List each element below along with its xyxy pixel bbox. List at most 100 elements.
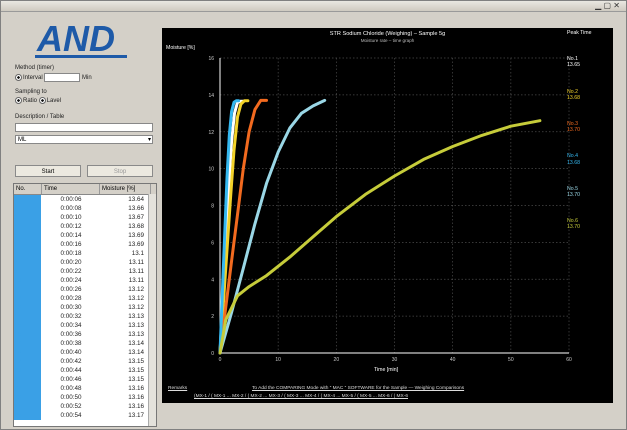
table-row[interactable]: 15 0:00:34 13.13	[14, 321, 156, 330]
legend-item: No.5 13.70	[567, 186, 611, 198]
series-line	[218, 98, 268, 355]
x-tick-label: 20	[334, 357, 340, 363]
legend: Peak Time No.1 13.65 No.2 13.68 No.3 13.70 No.…	[567, 30, 611, 231]
table-row[interactable]: 25 0:00:54 13.17	[14, 411, 156, 420]
results-table: No. Time Moisture [%] 1 0:00:06 13.64 2 0:00…	[13, 183, 157, 427]
row-no: 22	[14, 384, 42, 393]
row-value: 13.67	[128, 214, 144, 221]
table-row[interactable]: 18 0:00:40 13.14	[14, 348, 156, 357]
row-value: 13.69	[128, 241, 144, 248]
table-row[interactable]: 1 0:00:06 13.64	[14, 195, 156, 204]
table-row[interactable]: 16 0:00:36 13.13	[14, 330, 156, 339]
col-no[interactable]: No.	[14, 184, 42, 194]
row-value: 13.14	[128, 340, 144, 347]
stop-button[interactable]: Stop	[87, 165, 153, 177]
row-no: 8	[14, 258, 42, 267]
legend-item: No.6 13.70	[567, 218, 611, 230]
row-time: 0:00:50	[60, 394, 82, 401]
table-row[interactable]: 12 0:00:28 13.12	[14, 294, 156, 303]
table-row[interactable]: 20 0:00:44 13.15	[14, 366, 156, 375]
row-value: 13.16	[128, 385, 144, 392]
table-row[interactable]: 3 0:00:10 13.67	[14, 213, 156, 222]
left-panel: AND Method (timer) Interval Min Sampling…	[9, 17, 157, 427]
description-select[interactable]: ML ▾	[15, 135, 153, 144]
legend-series-name: No.3	[567, 121, 578, 128]
x-tick-label: 0	[219, 357, 222, 363]
table-row[interactable]: 22 0:00:48 13.16	[14, 384, 156, 393]
row-value: 13.15	[128, 358, 144, 365]
table-row[interactable]: 9 0:00:22 13.11	[14, 267, 156, 276]
table-row[interactable]: 11 0:00:26 13.12	[14, 285, 156, 294]
legend-series-value: 13.70	[567, 224, 580, 231]
remarks-label: Remarks	[168, 386, 188, 391]
row-time: 0:00:08	[60, 205, 82, 212]
sampling-radio-b[interactable]	[38, 97, 46, 104]
table-scrollbar[interactable]	[148, 194, 156, 426]
row-no: 2	[14, 204, 42, 213]
row-no: 20	[14, 366, 42, 375]
chevron-down-icon[interactable]: ▾	[147, 137, 151, 143]
table-row[interactable]: 4 0:00:12 13.68	[14, 222, 156, 231]
row-time: 0:00:10	[60, 214, 82, 221]
row-no: 16	[14, 330, 42, 339]
table-row[interactable]: 21 0:00:46 13.15	[14, 375, 156, 384]
row-value: 13.64	[128, 196, 144, 203]
table-header: No. Time Moisture [%]	[14, 184, 156, 195]
row-time: 0:00:18	[60, 250, 82, 257]
table-row[interactable]: 17 0:00:38 13.14	[14, 339, 156, 348]
row-value: 13.66	[128, 205, 144, 212]
table-row[interactable]: 6 0:00:16 13.69	[14, 240, 156, 249]
row-value: 13.11	[128, 277, 144, 284]
y-axis-label: Moisture [%]	[166, 45, 195, 51]
table-row[interactable]: 24 0:00:52 13.16	[14, 402, 156, 411]
row-time: 0:00:36	[60, 331, 82, 338]
legend-series-name: No.4	[567, 153, 578, 160]
row-no: 14	[14, 312, 42, 321]
table-row[interactable]: 8 0:00:20 13.11	[14, 258, 156, 267]
row-value: 13.69	[128, 232, 144, 239]
table-row[interactable]: 2 0:00:08 13.66	[14, 204, 156, 213]
row-no: 19	[14, 357, 42, 366]
row-time: 0:00:54	[60, 412, 82, 419]
sampling-radio-a[interactable]	[15, 97, 22, 104]
legend-title: Peak Time	[567, 30, 592, 36]
table-row[interactable]: 19 0:00:42 13.15	[14, 357, 156, 366]
row-no: 13	[14, 303, 42, 312]
row-time: 0:00:30	[60, 304, 82, 311]
row-time: 0:00:34	[60, 322, 82, 329]
row-value: 13.1	[131, 250, 144, 257]
series-line	[218, 98, 327, 355]
row-no: 10	[14, 276, 42, 285]
remarks-line-2: (MX-1 / ( MX-1 ... MX-2 / ( MX-2 ... MX-…	[194, 394, 409, 399]
row-value: 13.11	[128, 268, 144, 275]
method-radio-a[interactable]	[15, 74, 22, 81]
row-no: 21	[14, 375, 42, 384]
col-time[interactable]: Time	[42, 184, 100, 194]
table-row[interactable]: 23 0:00:50 13.16	[14, 393, 156, 402]
description-input[interactable]	[15, 123, 153, 132]
table-row[interactable]: 5 0:00:14 13.69	[14, 231, 156, 240]
table-row[interactable]: 7 0:00:18 13.1	[14, 249, 156, 258]
y-tick-label: 0	[211, 351, 214, 357]
row-time: 0:00:14	[60, 232, 82, 239]
method-label: Method (timer)	[15, 65, 55, 71]
row-no: 17	[14, 339, 42, 348]
legend-items: No.1 13.65 No.2 13.68 No.3 13.70 No.4 13.68 No.5…	[567, 56, 611, 230]
legend-series-name: No.1	[567, 56, 578, 63]
x-axis-label: Time [min]	[374, 367, 399, 373]
row-value: 13.68	[128, 223, 144, 230]
start-button[interactable]: Start	[15, 165, 81, 177]
col-moisture[interactable]: Moisture [%]	[100, 184, 151, 194]
row-value: 13.14	[128, 349, 144, 356]
method-value-input[interactable]	[44, 73, 81, 82]
table-row[interactable]: 13 0:00:30 13.12	[14, 303, 156, 312]
x-tick-label: 40	[450, 357, 456, 363]
row-value: 13.13	[128, 322, 144, 329]
row-value: 13.16	[128, 403, 144, 410]
table-row[interactable]: 14 0:00:32 13.13	[14, 312, 156, 321]
row-value: 13.15	[128, 376, 144, 383]
row-time: 0:00:20	[60, 259, 82, 266]
window-controls[interactable]: ▁ ▢ ✕	[595, 1, 620, 10]
table-row[interactable]: 10 0:00:24 13.11	[14, 276, 156, 285]
y-tick-label: 4	[211, 277, 214, 283]
